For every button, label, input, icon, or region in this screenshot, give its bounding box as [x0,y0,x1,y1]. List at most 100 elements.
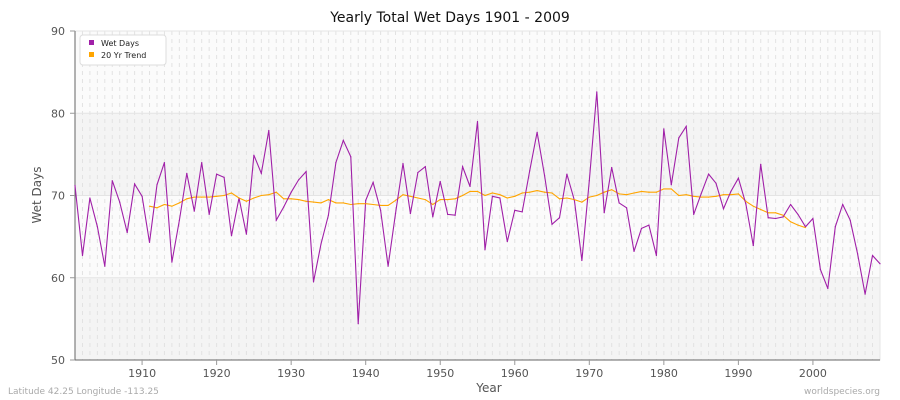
wet-days-point [804,226,807,228]
wet-days-point [491,195,494,197]
trend-point [588,196,590,198]
trend-point [424,199,426,201]
trend-point [625,194,628,196]
trend-point [603,191,605,193]
trend-point [700,196,702,198]
trend-point [685,194,687,196]
trend-point [260,194,262,197]
trend-point [312,201,315,203]
wet-days-point [111,180,113,182]
x-axis-label: Year [475,381,501,395]
trend-point [245,200,248,202]
wet-days-point [640,227,643,229]
wet-days-point [499,197,501,199]
wet-days-point [722,208,725,210]
wet-days-point [186,172,188,174]
trend-point [350,203,352,206]
trend-point [491,192,494,194]
wet-days-point [104,265,106,267]
wet-days-point [536,131,538,133]
wet-days-point [707,173,710,175]
trend-point [611,189,613,191]
wet-days-point [551,223,553,225]
wet-days-point [417,171,419,174]
trend-point [365,203,367,205]
wet-days-point [380,209,382,211]
x-tick-label: 1960 [501,367,529,380]
wet-days-point [745,203,747,205]
wet-days-point [737,177,739,179]
trend-point [782,214,784,216]
trend-point [558,198,561,200]
wet-days-point [693,213,695,216]
trend-point [275,191,277,193]
wet-days-point [752,245,754,247]
source-label: worldspecies.org [804,387,880,397]
trend-point [432,203,434,206]
wet-days-point [320,243,322,245]
trend-point [156,207,158,209]
y-axis-label: Wet Days [30,166,44,223]
wet-days-point [350,156,352,158]
trend-point [171,205,173,207]
trend-point [417,197,419,199]
wet-days-point [871,254,874,257]
trend-point [372,203,374,206]
wet-days-point [126,231,128,234]
trend-point [633,192,635,194]
trend-point [208,196,210,198]
trend-point [394,199,397,202]
trend-point [283,198,285,200]
trend-point [670,188,672,190]
trend-point [290,198,292,200]
wet-days-point [581,259,583,262]
trend-point [551,192,553,194]
trend-point [402,194,404,196]
wet-days-point [573,199,575,202]
trend-point [335,202,337,204]
chart-title: Yearly Total Wet Days 1901 - 2009 [329,10,570,26]
wet-days-point [283,206,285,208]
trend-point [201,196,203,198]
wet-days-point [327,214,330,216]
trend-point [707,196,710,198]
trend-point [767,212,769,214]
trend-point [476,190,479,192]
wet-days-point [789,203,792,206]
trend-point [163,203,166,206]
wet-days-point [260,172,262,174]
y-tick-label: 70 [51,190,65,203]
wet-days-point [394,212,397,215]
trend-point [320,202,322,204]
trend-point [596,194,598,197]
wet-days-point [245,233,248,235]
wet-days-point [81,254,84,257]
trend-point [253,197,255,199]
x-tick-label: 1950 [426,367,454,380]
legend-swatch-trend [89,52,94,57]
wet-days-point [834,226,836,228]
trend-point [484,194,486,197]
trend-point [439,199,441,201]
wet-days-point [290,191,292,193]
wet-days-point [148,241,151,243]
wet-days-point [432,216,434,218]
wet-days-point [625,207,628,209]
legend-label-trend: 20 Yr Trend [101,51,146,60]
wet-days-point [230,235,233,237]
trend-point [186,198,188,200]
wet-days-point [454,214,456,216]
x-tick-label: 2000 [799,367,827,380]
wet-days-point [633,250,635,253]
wet-days-point [357,323,359,325]
wet-days-point [603,212,605,214]
wet-days-point [96,226,98,228]
wet-days-point [596,91,598,93]
trend-point [536,189,538,192]
wet-days-point [312,281,315,283]
wet-days-point [879,263,881,265]
wet-days-point [439,180,441,183]
wet-days-point [857,253,859,255]
trend-point [797,224,799,226]
wet-days-point [171,261,173,263]
